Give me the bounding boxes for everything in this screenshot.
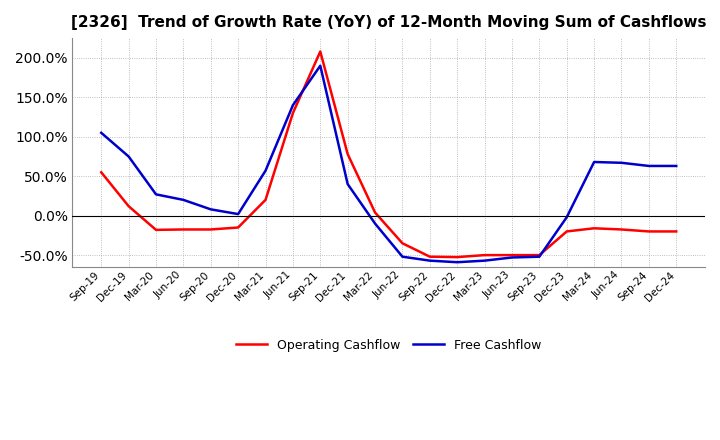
Free Cashflow: [535, 254, 544, 259]
Free Cashflow: [207, 207, 215, 212]
Free Cashflow: [562, 215, 571, 220]
Operating Cashflow: [97, 170, 106, 175]
Free Cashflow: [316, 63, 325, 68]
Operating Cashflow: [453, 254, 462, 260]
Operating Cashflow: [398, 241, 407, 246]
Free Cashflow: [590, 159, 598, 165]
Free Cashflow: [289, 103, 297, 108]
Free Cashflow: [508, 255, 516, 260]
Free Cashflow: [179, 197, 188, 202]
Free Cashflow: [371, 221, 379, 226]
Operating Cashflow: [316, 49, 325, 54]
Operating Cashflow: [234, 225, 243, 230]
Operating Cashflow: [207, 227, 215, 232]
Operating Cashflow: [426, 254, 434, 259]
Operating Cashflow: [152, 227, 161, 232]
Operating Cashflow: [562, 229, 571, 234]
Free Cashflow: [261, 168, 270, 173]
Free Cashflow: [617, 160, 626, 165]
Line: Operating Cashflow: Operating Cashflow: [102, 51, 676, 257]
Operating Cashflow: [644, 229, 653, 234]
Free Cashflow: [453, 260, 462, 265]
Line: Free Cashflow: Free Cashflow: [102, 66, 676, 262]
Operating Cashflow: [535, 253, 544, 258]
Operating Cashflow: [672, 229, 680, 234]
Operating Cashflow: [343, 151, 352, 157]
Free Cashflow: [343, 181, 352, 187]
Free Cashflow: [97, 130, 106, 136]
Operating Cashflow: [371, 210, 379, 215]
Operating Cashflow: [179, 227, 188, 232]
Operating Cashflow: [617, 227, 626, 232]
Free Cashflow: [398, 254, 407, 259]
Free Cashflow: [426, 258, 434, 263]
Operating Cashflow: [289, 110, 297, 116]
Operating Cashflow: [590, 226, 598, 231]
Operating Cashflow: [261, 197, 270, 202]
Legend: Operating Cashflow, Free Cashflow: Operating Cashflow, Free Cashflow: [231, 334, 546, 357]
Operating Cashflow: [125, 204, 133, 209]
Free Cashflow: [234, 212, 243, 217]
Operating Cashflow: [480, 253, 489, 258]
Free Cashflow: [480, 258, 489, 263]
Free Cashflow: [672, 163, 680, 169]
Free Cashflow: [644, 163, 653, 169]
Title: [2326]  Trend of Growth Rate (YoY) of 12-Month Moving Sum of Cashflows: [2326] Trend of Growth Rate (YoY) of 12-…: [71, 15, 706, 30]
Free Cashflow: [125, 154, 133, 159]
Free Cashflow: [152, 192, 161, 197]
Operating Cashflow: [508, 253, 516, 258]
